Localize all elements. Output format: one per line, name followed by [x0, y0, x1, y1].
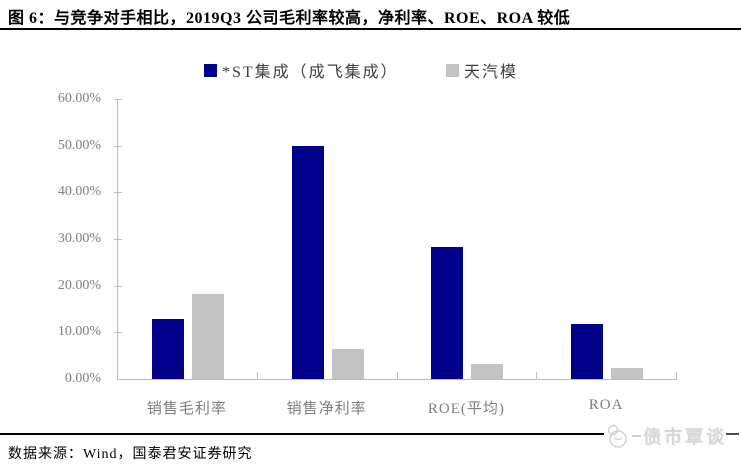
- bar-series2-category4: [611, 368, 644, 379]
- plot-area: [114, 99, 677, 380]
- bar-series1-category4: [571, 323, 604, 379]
- y-axis-tick: [114, 239, 122, 240]
- category-group-1: [118, 99, 258, 379]
- y-tick-label: 0.00%: [64, 371, 101, 386]
- legend-item-series2: 天汽模: [446, 58, 518, 82]
- watermark-text: 债市覃谈: [643, 427, 727, 447]
- legend-label-series2: 天汽模: [464, 64, 519, 81]
- bar-series1-category1: [151, 319, 184, 379]
- bar-series2-category3: [471, 363, 504, 379]
- footer-divider-line-right: [726, 433, 739, 435]
- x-axis-labels: 销售毛利率 销售净利率 ROE(平均) ROA: [117, 397, 676, 418]
- category-group-3: [398, 99, 538, 379]
- y-axis-tick: [114, 99, 122, 100]
- x-axis-label-3: ROE(平均): [427, 401, 505, 417]
- figure-title: 图 6：与竞争对手相比，2019Q3 公司毛利率较高，净利率、ROE、ROA 较…: [8, 10, 571, 27]
- x-axis-tick: [396, 372, 398, 379]
- category-group-4: [537, 99, 677, 379]
- legend-swatch-series1: [204, 63, 217, 77]
- watermark-dash: [632, 435, 641, 437]
- x-axis-label-4: ROA: [588, 397, 624, 413]
- y-axis-tick: [114, 192, 122, 194]
- y-axis-tick: [114, 332, 122, 334]
- data-source-note: 数据来源：Wind，国泰君安证券研究: [8, 447, 253, 462]
- x-axis-tick: [676, 372, 677, 379]
- watermark: 债市覃谈: [604, 422, 727, 450]
- bar-series1-category3: [431, 247, 464, 379]
- x-axis-label-1: 销售毛利率: [146, 401, 227, 417]
- y-tick-label: 10.00%: [57, 324, 101, 340]
- title-divider-line: [0, 28, 741, 30]
- y-axis-tick: [114, 145, 122, 147]
- footer-divider-line: [0, 433, 604, 435]
- y-tick-label: 60.00%: [57, 91, 101, 106]
- x-axis-tick: [256, 372, 258, 379]
- y-tick-label: 40.00%: [57, 184, 101, 200]
- bar-series2-category2: [331, 349, 364, 379]
- legend-item-series1: *ST集成（成飞集成）: [204, 58, 399, 82]
- x-axis-tick: [536, 372, 538, 379]
- legend-swatch-series2: [446, 63, 459, 77]
- y-tick-label: 30.00%: [57, 231, 101, 246]
- category-group-2: [258, 99, 398, 379]
- y-tick-label: 20.00%: [57, 277, 101, 293]
- watermark-mascot-icon: [607, 424, 627, 448]
- y-tick-label: 50.00%: [57, 137, 101, 153]
- y-axis-tick: [114, 285, 122, 287]
- bar-series1-category2: [291, 145, 324, 379]
- x-axis-label-2: 销售净利率: [286, 401, 367, 417]
- y-axis-labels: 0.00% 10.00% 20.00% 30.00% 40.00% 50.00% 60.00…: [27, 91, 107, 386]
- legend-label-series1: *ST集成（成飞集成）: [222, 64, 399, 81]
- bar-series2-category1: [191, 293, 224, 379]
